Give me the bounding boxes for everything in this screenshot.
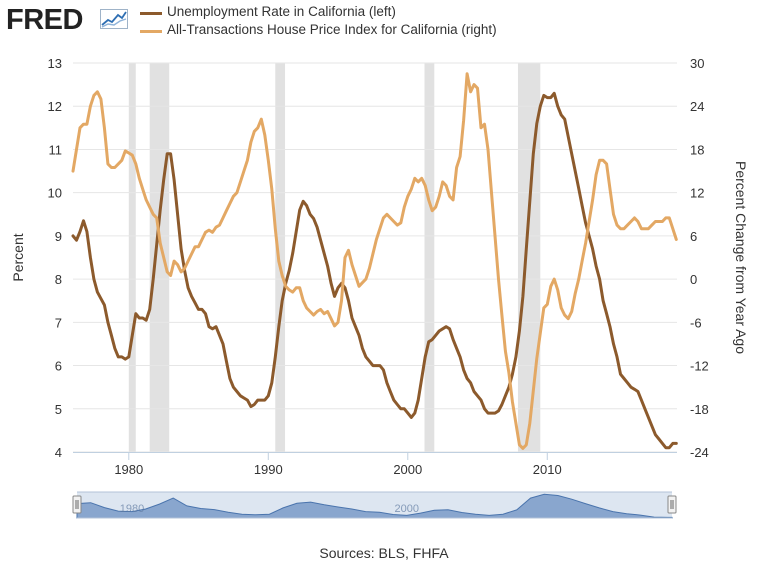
range-navigator[interactable]: 1980 2000: [72, 491, 677, 519]
axes: 4 5 6 7 8 9 10 11 12 13 -24 -18 -12 -6 0 6 12 18 24 30 1980 1…: [48, 56, 709, 477]
y-tick-right--24: -24: [690, 445, 709, 460]
legend-label-unemployment: Unemployment Rate in California (left): [167, 4, 396, 19]
navigator-series-area: [76, 493, 673, 519]
y-tick-left-6: 6: [55, 359, 62, 374]
y-tick-right-30: 30: [690, 56, 704, 71]
line-chart-icon: [100, 9, 128, 29]
y-tick-left-7: 7: [55, 315, 62, 330]
y-tick-left-12: 12: [48, 99, 62, 114]
navigator-handle-left[interactable]: [72, 495, 82, 514]
header: FRED Unemployment Rate in California (le…: [0, 0, 768, 46]
navigator-label-1980: 1980: [120, 503, 144, 515]
y-tick-right--12: -12: [690, 359, 709, 374]
y-tick-left-11: 11: [49, 142, 63, 157]
recession-band-0: [128, 63, 136, 452]
series-line-unemployment: [71, 91, 678, 450]
y-tick-right-24: 24: [690, 99, 704, 114]
y-tick-left-9: 9: [55, 229, 62, 244]
recession-band-2: [275, 63, 286, 452]
y-tick-right-12: 12: [690, 186, 704, 201]
y-tick-left-5: 5: [55, 402, 62, 417]
y-axis-label-left: Percent: [10, 233, 26, 281]
y-tick-left-10: 10: [48, 186, 62, 201]
navigator-label-2000: 2000: [395, 503, 419, 515]
series-line-house-price: [71, 72, 678, 450]
y-tick-right--6: -6: [690, 315, 702, 330]
y-tick-right-6: 6: [690, 229, 697, 244]
y-tick-left-8: 8: [55, 272, 62, 287]
x-tick-1980: 1980: [114, 462, 143, 477]
y-tick-right--18: -18: [690, 402, 709, 417]
recession-band-4: [517, 63, 541, 452]
navigator-handle-right[interactable]: [667, 495, 677, 514]
x-tick-2010: 2010: [533, 462, 562, 477]
x-tick-2000: 2000: [393, 462, 422, 477]
legend-swatch-house-price: [140, 30, 162, 33]
sources-note: Sources: BLS, FHFA: [319, 545, 449, 561]
y-tick-left-4: 4: [55, 445, 62, 460]
legend-swatch-unemployment: [140, 12, 162, 15]
x-tick-1990: 1990: [254, 462, 283, 477]
y-tick-right-0: 0: [690, 272, 697, 287]
recession-bands: [128, 63, 541, 452]
legend-label-house-price: All-Transactions House Price Index for C…: [167, 22, 497, 37]
y-axis-label-right: Percent Change from Year Ago: [733, 161, 749, 354]
series-lines: [71, 72, 678, 450]
fred-logo[interactable]: FRED: [6, 4, 83, 36]
recession-band-3: [424, 63, 435, 452]
y-tick-left-13: 13: [48, 56, 62, 71]
y-tick-right-18: 18: [690, 142, 704, 157]
recession-band-1: [149, 63, 170, 452]
